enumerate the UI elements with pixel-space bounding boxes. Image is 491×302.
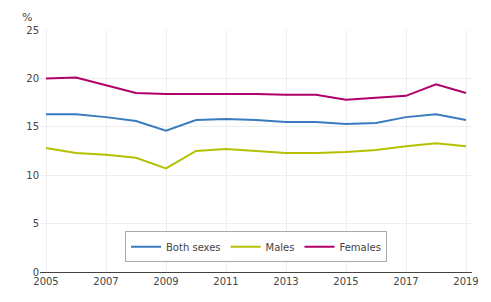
svg-text:2013: 2013 [273,276,298,287]
svg-text:2015: 2015 [333,276,358,287]
svg-text:2007: 2007 [93,276,118,287]
svg-text:2017: 2017 [393,276,418,287]
svg-text:20: 20 [26,73,39,84]
svg-text:%: % [22,11,32,24]
svg-text:2011: 2011 [213,276,238,287]
svg-text:Males: Males [266,242,295,253]
svg-text:2009: 2009 [153,276,178,287]
svg-text:Both sexes: Both sexes [166,242,221,253]
svg-text:2005: 2005 [33,276,58,287]
svg-text:2019: 2019 [453,276,478,287]
svg-text:0: 0 [33,267,39,278]
svg-text:5: 5 [33,218,39,229]
svg-text:15: 15 [26,121,39,132]
svg-text:25: 25 [26,25,39,36]
svg-text:Females: Females [339,242,380,253]
svg-text:10: 10 [26,170,39,181]
